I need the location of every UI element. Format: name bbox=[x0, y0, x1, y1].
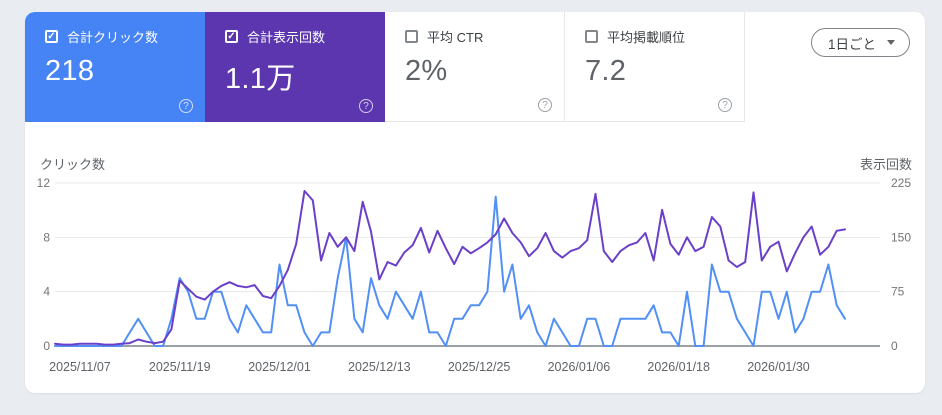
impressions-line bbox=[54, 190, 846, 346]
metric-card[interactable]: ✓ 合計クリック数 218 ? bbox=[25, 12, 205, 122]
metric-label: 平均 CTR bbox=[427, 30, 484, 45]
left-axis-title: クリック数 bbox=[40, 157, 106, 172]
right-axis-tick-label: 150 bbox=[891, 230, 911, 244]
x-axis-tick-label: 2026/01/06 bbox=[548, 360, 611, 374]
performance-chart-svg[interactable]: 0 4 8 12 0 75 150 225 2025/11/07 2025/11/19 2025/1… bbox=[25, 140, 925, 393]
chevron-down-icon bbox=[887, 40, 895, 45]
performance-panel: ✓ 合計クリック数 218 ? ✓ 合計表示回数 1.1万 ? 平均 CTR 2… bbox=[25, 12, 925, 393]
metric-card[interactable]: 平均掲載順位 7.2 ? bbox=[565, 12, 745, 122]
help-icon[interactable]: ? bbox=[179, 99, 193, 113]
help-icon[interactable]: ? bbox=[718, 98, 732, 112]
left-axis-tick-label: 12 bbox=[37, 176, 51, 190]
metric-value: 1.1万 bbox=[225, 63, 296, 95]
metric-checkbox[interactable]: ✓ bbox=[45, 30, 58, 43]
granularity-dropdown-value: 1日ごと bbox=[827, 36, 876, 52]
right-axis-tick-label: 0 bbox=[891, 339, 898, 353]
granularity-dropdown[interactable]: 1日ごと bbox=[810, 28, 910, 57]
x-axis-tick-label: 2025/12/13 bbox=[348, 360, 411, 374]
performance-chart[interactable]: 0 4 8 12 0 75 150 225 2025/11/07 2025/11/19 2025/1… bbox=[25, 140, 925, 393]
left-axis-tick-label: 0 bbox=[43, 339, 50, 353]
metric-label: 合計表示回数 bbox=[247, 30, 326, 45]
x-axis-tick-label: 2026/01/18 bbox=[647, 360, 710, 374]
metric-value: 2% bbox=[405, 55, 448, 87]
x-axis-tick-label: 2025/12/01 bbox=[248, 360, 311, 374]
right-axis-tick-label: 75 bbox=[891, 285, 905, 299]
x-axis-tick-label: 2026/01/30 bbox=[747, 360, 810, 374]
metric-value: 7.2 bbox=[585, 55, 627, 87]
x-axis-tick-label: 2025/12/25 bbox=[448, 360, 511, 374]
metric-label: 合計クリック数 bbox=[67, 30, 159, 45]
metric-label: 平均掲載順位 bbox=[607, 30, 686, 45]
metric-checkbox[interactable] bbox=[585, 30, 598, 43]
metric-checkbox[interactable]: ✓ bbox=[225, 30, 238, 43]
help-icon[interactable]: ? bbox=[359, 99, 373, 113]
x-axis-tick-label: 2025/11/19 bbox=[149, 360, 211, 374]
metric-checkbox[interactable] bbox=[405, 30, 418, 43]
metric-value: 218 bbox=[45, 55, 95, 87]
right-axis-tick-label: 225 bbox=[891, 176, 911, 190]
x-axis-tick-label: 2025/11/07 bbox=[49, 360, 111, 374]
metric-card[interactable]: ✓ 合計表示回数 1.1万 ? bbox=[205, 12, 385, 122]
help-icon[interactable]: ? bbox=[538, 98, 552, 112]
clicks-line bbox=[54, 195, 846, 347]
metric-cards-row: ✓ 合計クリック数 218 ? ✓ 合計表示回数 1.1万 ? 平均 CTR 2… bbox=[25, 12, 925, 122]
left-axis-tick-label: 8 bbox=[43, 230, 50, 244]
left-axis-tick-label: 4 bbox=[43, 285, 50, 299]
right-axis-title: 表示回数 bbox=[859, 157, 912, 172]
metric-card[interactable]: 平均 CTR 2% ? bbox=[385, 12, 565, 122]
